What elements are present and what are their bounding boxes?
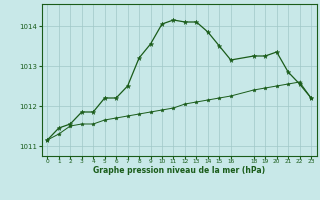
X-axis label: Graphe pression niveau de la mer (hPa): Graphe pression niveau de la mer (hPa) bbox=[93, 166, 265, 175]
